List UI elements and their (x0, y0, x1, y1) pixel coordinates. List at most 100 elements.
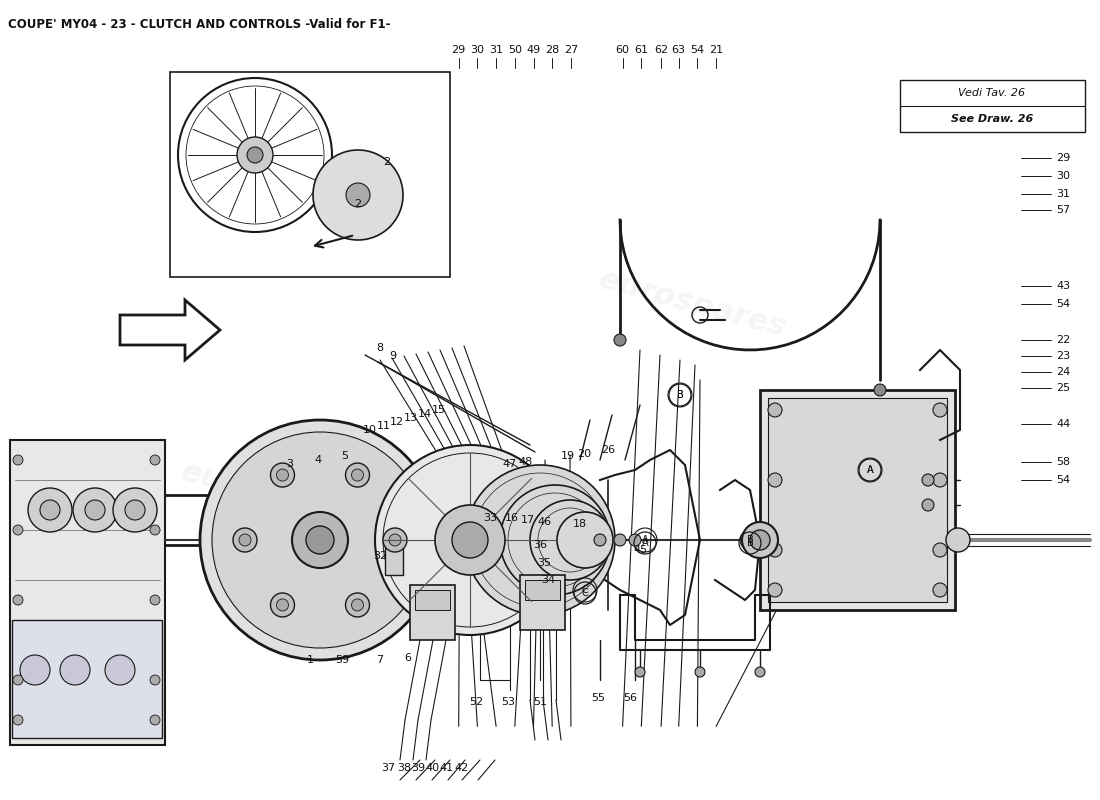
Text: 52: 52 (469, 697, 483, 707)
Text: 38: 38 (397, 763, 411, 773)
Text: B: B (747, 535, 754, 545)
Circle shape (614, 334, 626, 346)
Text: C: C (582, 585, 588, 595)
Circle shape (13, 455, 23, 465)
Text: Vedi Tav. 26: Vedi Tav. 26 (958, 88, 1025, 98)
Circle shape (28, 488, 72, 532)
Circle shape (200, 420, 440, 660)
Text: 32: 32 (373, 551, 387, 561)
Circle shape (742, 522, 778, 558)
Text: C: C (582, 588, 588, 598)
Text: 8: 8 (376, 343, 384, 353)
Text: 22: 22 (1056, 335, 1070, 345)
Text: 54: 54 (1056, 299, 1070, 309)
Circle shape (375, 445, 565, 635)
Text: 30: 30 (1056, 171, 1070, 181)
Text: 19: 19 (561, 451, 575, 461)
Circle shape (150, 595, 160, 605)
Text: 37: 37 (381, 763, 395, 773)
Text: 56: 56 (623, 693, 637, 703)
Text: 33: 33 (483, 513, 497, 523)
Circle shape (13, 675, 23, 685)
Text: 55: 55 (591, 693, 605, 703)
Text: 5: 5 (341, 451, 349, 461)
Text: B: B (747, 538, 754, 548)
Text: 50: 50 (508, 45, 521, 55)
Text: 16: 16 (505, 513, 519, 523)
Text: 40: 40 (425, 763, 439, 773)
Text: 53: 53 (500, 697, 515, 707)
Circle shape (346, 183, 370, 207)
Text: 43: 43 (1056, 282, 1070, 291)
Text: 54: 54 (691, 45, 704, 55)
Circle shape (352, 599, 363, 611)
Bar (760, 390, 955, 610)
Circle shape (768, 543, 782, 557)
Circle shape (933, 403, 947, 417)
Circle shape (40, 500, 60, 520)
Text: 28: 28 (546, 45, 559, 55)
Text: See Draw. 26: See Draw. 26 (950, 114, 1033, 124)
Bar (385, 545, 403, 575)
Circle shape (306, 526, 334, 554)
Circle shape (922, 474, 934, 486)
Circle shape (233, 528, 257, 552)
Text: 61: 61 (635, 45, 648, 55)
Bar (768, 398, 947, 602)
Text: 15: 15 (432, 405, 446, 415)
Text: 29: 29 (1056, 154, 1070, 163)
Circle shape (276, 599, 288, 611)
Bar (10, 440, 165, 745)
Circle shape (933, 473, 947, 487)
Text: A: A (641, 538, 648, 548)
Circle shape (104, 655, 135, 685)
Circle shape (345, 463, 370, 487)
Bar (170, 72, 450, 277)
Text: 44: 44 (1056, 419, 1070, 429)
Bar (410, 585, 455, 640)
Bar (12, 620, 162, 738)
Text: 45: 45 (632, 545, 647, 555)
Text: 25: 25 (1056, 383, 1070, 393)
Text: 11: 11 (377, 421, 390, 431)
Circle shape (13, 715, 23, 725)
Text: A: A (867, 465, 873, 475)
Bar (520, 575, 565, 630)
Circle shape (292, 512, 348, 568)
Text: 49: 49 (527, 45, 540, 55)
Bar (525, 580, 560, 600)
Circle shape (434, 505, 505, 575)
Circle shape (383, 528, 407, 552)
Circle shape (248, 147, 263, 163)
Text: 41: 41 (440, 763, 454, 773)
Circle shape (750, 530, 770, 550)
Circle shape (314, 150, 403, 240)
Text: 62: 62 (654, 45, 668, 55)
Text: 13: 13 (404, 413, 418, 423)
Circle shape (20, 655, 50, 685)
Text: 60: 60 (616, 45, 629, 55)
Circle shape (465, 465, 615, 615)
Circle shape (271, 463, 295, 487)
Circle shape (389, 534, 402, 546)
Circle shape (500, 485, 610, 595)
Text: 7: 7 (376, 655, 384, 665)
Text: A: A (867, 465, 873, 475)
Circle shape (276, 469, 288, 481)
Text: 48: 48 (519, 457, 534, 467)
Circle shape (150, 675, 160, 685)
Circle shape (73, 488, 117, 532)
Circle shape (874, 384, 886, 396)
Text: 47: 47 (503, 459, 517, 469)
Text: 51: 51 (534, 697, 547, 707)
Circle shape (125, 500, 145, 520)
Text: 1: 1 (307, 655, 314, 665)
Text: 18: 18 (573, 519, 587, 529)
Circle shape (13, 525, 23, 535)
Circle shape (150, 525, 160, 535)
Text: 58: 58 (1056, 458, 1070, 467)
Text: 30: 30 (471, 45, 484, 55)
Circle shape (60, 655, 90, 685)
Circle shape (452, 522, 488, 558)
Circle shape (629, 534, 641, 546)
